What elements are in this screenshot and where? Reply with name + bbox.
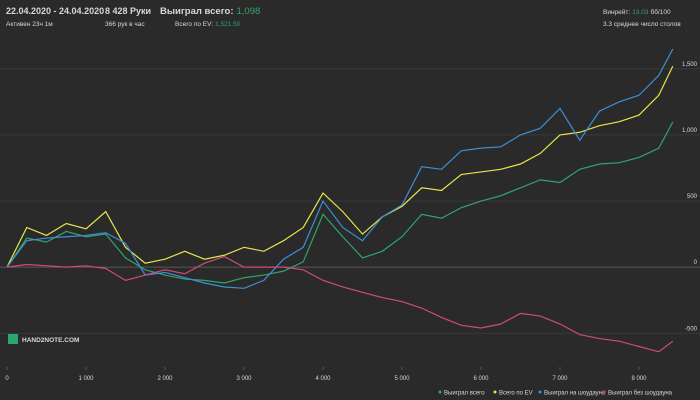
series-line [6,255,674,353]
x-tick-label: 1 000 [78,376,94,382]
legend-label: Выиграл всего [444,391,485,397]
won-value: 1,098 [237,6,261,17]
watermark: HAND2NOTE.COM [22,337,79,344]
active-time: Активен 23ч 1м [6,21,53,28]
winrate: Винрейт: 13.03 бб/100 [603,8,671,16]
ev-total: Всего по EV: 1,521.50 [175,21,241,28]
tables: 3.3 среднее число столов [603,21,681,28]
won-label: Выиграл всего: [160,6,234,17]
series-line [6,65,674,268]
x-tick-label: 8 000 [631,376,647,382]
legend-swatch [602,390,606,394]
x-tick-label: 5 000 [394,376,410,382]
winrate-unit: бб/100 [650,8,670,16]
x-tick-label: 4 000 [315,376,331,382]
x-tick-label: 7 000 [552,376,568,382]
series-line [6,48,674,289]
legend-label: Выиграл на шоудауне [544,391,606,397]
y-tick-label: 1,000 [682,128,698,134]
x-tick-label: 2 000 [157,376,173,382]
hands-per-hour: 366 рук в час [105,21,145,28]
x-tick-label: 0 [5,376,9,382]
date-range: 22.04.2020 - 24.04.2020 [6,6,104,16]
legend-swatch [538,390,542,394]
winrate-label: Винрейт: [603,8,630,16]
legend-swatch [493,390,497,394]
y-tick-label: 500 [687,194,698,200]
y-tick-label: 1,500 [682,62,698,68]
x-tick-label: 6 000 [473,376,489,382]
winrate-value: 13.03 [632,9,649,16]
legend-label: Всего по EV [499,391,533,397]
series-line [6,121,674,284]
legend-swatch [438,390,442,394]
ev-label: Всего по EV: [175,21,213,28]
legend-label: Выиграл без шоудауна [608,391,673,397]
x-tick-label: 3 000 [236,376,252,382]
won-total: Выиграл всего: 1,098 [160,6,260,17]
logo-icon [8,334,18,344]
ev-value: 1,521.50 [215,21,241,28]
y-tick-label: -500 [685,326,698,332]
y-tick-label: 0 [694,260,698,266]
hands: 8 428 Руки [105,6,151,16]
